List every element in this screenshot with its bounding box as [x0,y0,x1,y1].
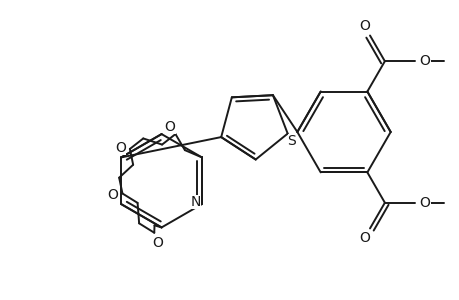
Text: O: O [115,141,125,155]
Text: N: N [190,195,201,209]
Text: O: O [151,236,162,250]
Text: O: O [419,196,430,210]
Text: S: S [287,134,296,148]
Text: O: O [107,188,118,202]
Text: O: O [164,120,175,134]
Text: O: O [358,19,369,33]
Text: O: O [358,231,369,244]
Text: O: O [419,54,430,68]
